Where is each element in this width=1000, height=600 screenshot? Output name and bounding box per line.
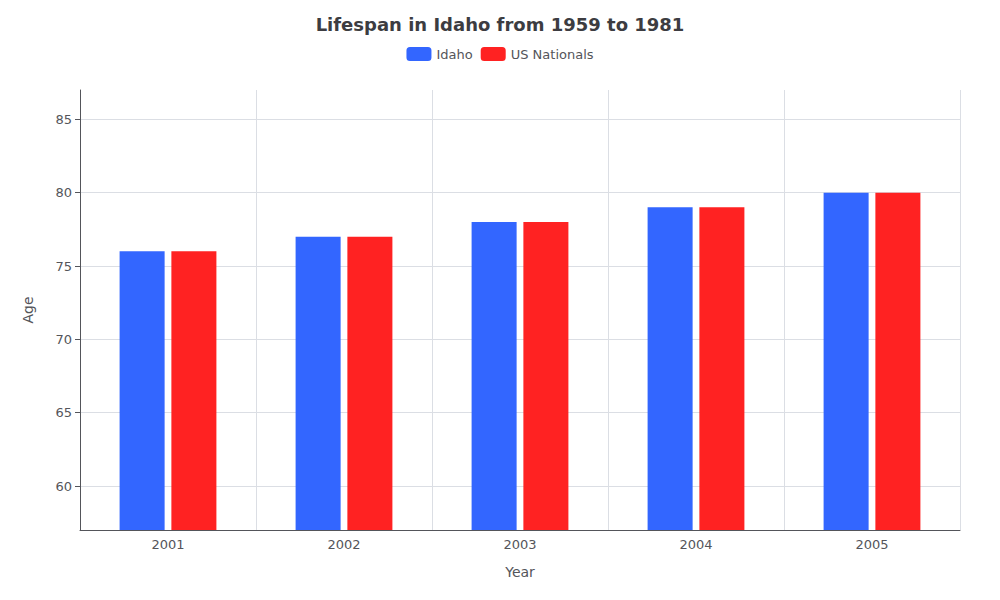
svg-text:75: 75	[55, 259, 72, 274]
svg-text:Year: Year	[504, 564, 535, 580]
svg-text:2005: 2005	[855, 537, 888, 552]
svg-text:2004: 2004	[679, 537, 712, 552]
svg-text:US Nationals: US Nationals	[511, 47, 594, 62]
svg-text:2003: 2003	[503, 537, 536, 552]
svg-text:2001: 2001	[151, 537, 184, 552]
svg-text:Lifespan in Idaho from 1959 to: Lifespan in Idaho from 1959 to 1981	[316, 14, 685, 35]
svg-text:65: 65	[55, 405, 72, 420]
svg-text:85: 85	[55, 112, 72, 127]
svg-text:60: 60	[55, 479, 72, 494]
svg-text:Idaho: Idaho	[436, 47, 472, 62]
svg-text:2002: 2002	[327, 537, 360, 552]
svg-text:Age: Age	[20, 296, 36, 323]
svg-text:70: 70	[55, 332, 72, 347]
svg-text:80: 80	[55, 185, 72, 200]
